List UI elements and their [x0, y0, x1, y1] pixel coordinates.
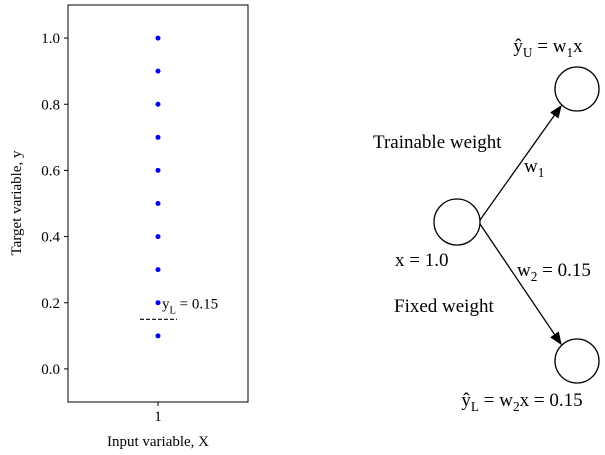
point — [155, 201, 161, 206]
label-part: = w — [533, 36, 567, 57]
y-tick-label: 0.8 — [41, 97, 60, 113]
subscript: 2 — [513, 399, 520, 414]
point — [155, 134, 161, 140]
lower-weight-label: w2 = 0.15 — [517, 260, 591, 284]
subscript: U — [523, 45, 533, 60]
upper-weight-label: w1 — [524, 156, 544, 180]
lower-output-node — [554, 338, 600, 384]
fixed-note: Fixed weight — [394, 296, 494, 317]
annotation: yL = 0.15 — [162, 296, 218, 316]
y-tick-label: 0.2 — [41, 296, 60, 312]
input-node — [433, 198, 481, 246]
label-part: ŷ — [513, 36, 523, 57]
y-axis-label: Target variable, y — [9, 150, 25, 255]
x-tick-label: 1 — [154, 409, 162, 425]
y-tick-label: 0.4 — [41, 230, 60, 246]
y-tick-label: 0.6 — [41, 163, 60, 179]
trainable-note: Trainable weight — [373, 132, 502, 153]
subscript: L — [170, 305, 176, 316]
label-part: x — [573, 36, 583, 57]
lower-output-label: ŷL = w2x = 0.15 — [461, 390, 582, 414]
point — [155, 68, 161, 74]
subscript: L — [471, 399, 479, 414]
point — [155, 300, 161, 306]
lower-edge — [479, 223, 562, 346]
point — [155, 234, 161, 240]
subscript: 1 — [538, 165, 545, 180]
label-part: x = 1.0 — [395, 250, 448, 271]
point — [155, 167, 161, 173]
label-part: y — [162, 296, 170, 312]
point — [155, 267, 161, 273]
label-part: w — [517, 260, 531, 281]
label-part: = 0.15 — [176, 296, 218, 312]
upper-output-node — [554, 66, 600, 112]
label-part: = 0.15 — [537, 260, 590, 281]
subscript: 1 — [566, 45, 573, 60]
label-part: ŷ — [461, 390, 471, 411]
point — [155, 333, 161, 339]
upper-output-label: ŷU = w1x — [513, 36, 583, 60]
label-part: = w — [479, 390, 513, 411]
point — [155, 35, 161, 41]
input-label: x = 1.0 — [395, 250, 448, 271]
point — [155, 101, 161, 107]
upper-edge — [479, 104, 562, 221]
subscript: 2 — [531, 269, 538, 284]
y-tick-label: 0.0 — [41, 362, 60, 378]
y-tick-label: 1.0 — [41, 31, 60, 47]
label-part: x = 0.15 — [520, 390, 583, 411]
label-part: w — [524, 156, 538, 177]
x-axis-label: Input variable, X — [107, 434, 209, 450]
